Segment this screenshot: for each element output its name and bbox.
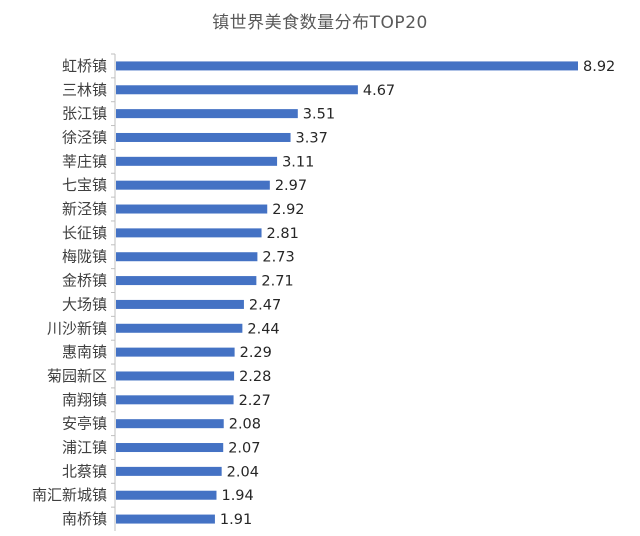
data-label: 8.92 (583, 59, 615, 75)
data-label: 3.11 (282, 154, 314, 170)
category-label: 徐泾镇 (62, 128, 107, 146)
data-label: 2.29 (240, 345, 272, 361)
category-label: 七宝镇 (62, 176, 107, 194)
category-label: 惠南镇 (62, 343, 107, 361)
bar (116, 371, 235, 381)
data-label: 4.67 (363, 83, 395, 99)
bar (116, 228, 262, 238)
bar (116, 490, 217, 500)
bar (116, 156, 278, 166)
bar (116, 323, 243, 333)
data-label: 2.47 (249, 297, 281, 313)
bar (116, 514, 215, 524)
data-label: 2.04 (227, 464, 259, 480)
category-label: 新泾镇 (62, 200, 107, 218)
bar (116, 466, 222, 476)
data-label: 2.73 (262, 250, 294, 266)
category-label: 长征镇 (62, 224, 107, 242)
data-label: 2.08 (229, 417, 261, 433)
data-label: 2.92 (272, 202, 304, 218)
bar (116, 395, 234, 405)
category-label: 金桥镇 (62, 272, 107, 290)
data-label: 1.94 (221, 488, 253, 504)
category-label: 南汇新城镇 (32, 486, 107, 504)
data-label: 1.91 (220, 512, 252, 528)
bar (116, 85, 358, 95)
data-label: 2.71 (261, 274, 293, 290)
bar (116, 347, 235, 357)
bar (116, 180, 270, 190)
category-label: 菊园新区 (47, 367, 107, 385)
chart-title: 镇世界美食数量分布TOP20 (212, 13, 428, 33)
bar (116, 109, 298, 119)
data-label: 3.37 (296, 130, 328, 146)
bar (116, 132, 291, 142)
bar (116, 61, 578, 71)
data-label: 2.07 (228, 441, 260, 457)
bar (116, 443, 224, 453)
data-label: 2.81 (267, 226, 299, 242)
category-label: 三林镇 (62, 81, 107, 99)
category-label: 莘庄镇 (62, 152, 107, 170)
data-label: 3.51 (303, 107, 335, 123)
category-label: 虹桥镇 (62, 57, 107, 75)
category-label: 张江镇 (62, 105, 107, 123)
data-label: 2.97 (275, 178, 307, 194)
category-label: 南翔镇 (62, 391, 107, 409)
bar (116, 276, 257, 286)
category-label: 浦江镇 (62, 439, 107, 457)
bar (116, 204, 268, 214)
category-label: 大场镇 (62, 295, 107, 313)
data-label: 2.28 (239, 369, 271, 385)
data-label: 2.27 (239, 393, 271, 409)
category-label: 北蔡镇 (62, 462, 107, 480)
category-label: 南桥镇 (62, 510, 107, 528)
bar (116, 299, 244, 309)
category-label: 梅陇镇 (62, 248, 107, 266)
data-label: 2.44 (247, 321, 279, 337)
bar (116, 419, 224, 429)
bar (116, 252, 258, 262)
category-label: 川沙新镇 (47, 319, 107, 337)
category-label: 安亭镇 (62, 415, 107, 433)
